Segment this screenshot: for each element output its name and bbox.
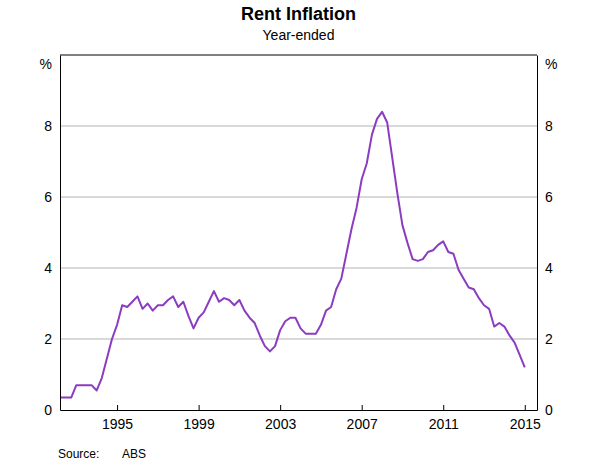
rent-line: [61, 112, 525, 398]
tick: 1999: [184, 405, 215, 432]
tick: 8: [537, 118, 553, 134]
tick: 2: [44, 331, 60, 347]
chart: Rent Inflation Year-ended 1995 1999 2003 2007…: [0, 0, 597, 466]
y2-axis-label: %: [545, 56, 557, 72]
tick-mark: [117, 405, 118, 410]
tick-label: 2: [545, 331, 553, 347]
tick: 6: [537, 189, 553, 205]
tick: 0: [537, 402, 553, 418]
grid-line: [60, 197, 537, 198]
axis-line: [537, 56, 538, 411]
tick-label: 6: [545, 189, 553, 205]
tick: 2003: [265, 405, 296, 432]
tick-label: 4: [545, 260, 553, 276]
tick: 4: [44, 260, 60, 276]
tick-label: 8: [44, 118, 52, 134]
tick-label: 4: [44, 260, 52, 276]
tick: 2015: [510, 405, 541, 432]
tick-label: 0: [545, 402, 553, 418]
tick: 6: [44, 189, 60, 205]
y2-axis: 0 2 4 6 8: [537, 56, 553, 418]
tick-mark: [199, 405, 200, 410]
grid-line: [60, 268, 537, 269]
grid: [60, 126, 537, 339]
tick-mark: [443, 405, 444, 410]
plot-area: [61, 112, 525, 398]
tick-label: 8: [545, 118, 553, 134]
tick-label: 2: [44, 331, 52, 347]
tick-label: 1999: [184, 416, 215, 432]
tick: 2: [537, 331, 553, 347]
tick-label: 2015: [510, 416, 541, 432]
title: Rent Inflation: [241, 4, 356, 24]
tick: 2007: [347, 405, 378, 432]
subtitle: Year-ended: [263, 27, 335, 43]
grid-line: [60, 339, 537, 340]
tick: 1995: [102, 405, 133, 432]
x-axis: 1995 1999 2003 2007 2011 2015: [61, 405, 542, 432]
tick-label: 1995: [102, 416, 133, 432]
grid-line: [60, 126, 537, 127]
axis-line: [60, 56, 61, 411]
frame: [60, 55, 537, 56]
tick: 8: [44, 118, 60, 134]
axis-line: [61, 410, 538, 411]
tick-label: 2011: [429, 416, 459, 432]
tick-label: 2007: [347, 416, 378, 432]
tick: 4: [537, 260, 553, 276]
source-label: Source:: [58, 447, 99, 461]
y-axis-label: %: [40, 56, 52, 72]
tick-mark: [525, 405, 526, 410]
tick: 2011: [429, 405, 459, 432]
tick-mark: [280, 405, 281, 410]
source: ABS: [122, 447, 146, 461]
tick-label: 6: [44, 189, 52, 205]
y-axis: 0 2 4 6 8: [44, 56, 60, 418]
tick-label: 2003: [265, 416, 296, 432]
tick-label: 0: [44, 402, 52, 418]
tick: 0: [44, 402, 60, 418]
tick-mark: [362, 405, 363, 410]
